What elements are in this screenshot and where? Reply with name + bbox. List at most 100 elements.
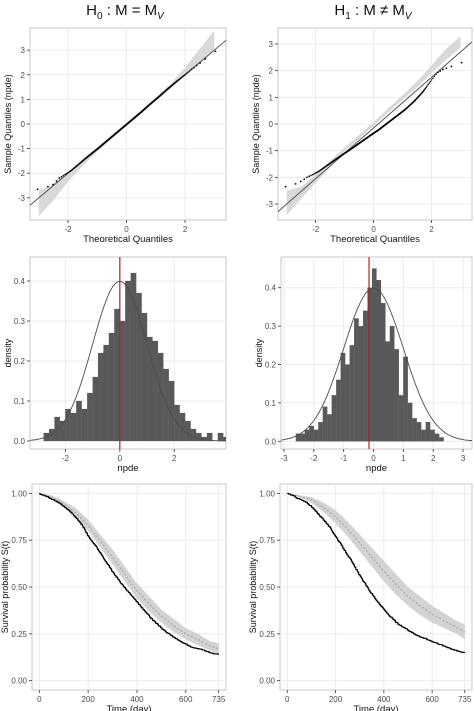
qq-point [55,180,58,182]
qq-point [433,75,436,78]
histogram-bar [108,332,115,442]
y-tick-label: 0.75 [259,536,275,545]
y-tick-label: -2 [266,173,274,182]
histogram-bar [421,429,426,442]
histogram-bar [354,318,359,442]
y-tick-label: 0.2 [265,361,277,370]
x-tick-label: 2 [172,454,177,463]
x-tick-label: -2 [62,454,70,463]
histogram-bar [439,437,444,442]
qq-point [67,171,69,174]
qq-point [58,177,61,180]
panels: -2 0 2 -3 -2 -1 0 1 2 3 Theoretical Quantiles Sampl… [0,27,473,711]
qq-point [460,61,463,64]
histogram-bar [152,340,159,442]
prediction-band [39,493,219,655]
qq-point [214,50,217,53]
x-tick-label: 2 [183,225,188,234]
histogram-bar [371,268,377,442]
y-axis-label: Survival probability S(t) [248,541,258,634]
histogram-bar [367,287,373,442]
axes: -2 0 2 -3 -2 -1 0 1 2 3 Theoretical Quantiles Sampl… [3,46,188,245]
y-tick-label: 2 [269,67,274,76]
x-tick-label: 200 [81,695,95,704]
y-tick-label: -3 [18,194,26,203]
histogram-bar [195,432,202,442]
qq-point [306,176,308,179]
qq-point [195,64,198,67]
qq-point [65,172,68,175]
col-title-h0: H0 : M = MV [86,2,165,22]
qq-point [181,75,184,78]
qq-point [439,70,442,72]
reference-line [278,41,472,212]
axes: 0 200 400 600 735 0.00 0.25 0.50 0.75 1.00 Time (d… [0,489,226,711]
histogram-bar [340,352,346,442]
histogram-bar [385,341,391,442]
qq-point [423,88,426,91]
y-tick-label: 0.4 [265,284,277,293]
histogram-bar [425,422,431,442]
histogram-bars [295,268,444,442]
qq-point [204,58,207,60]
histogram-bar [412,418,417,442]
confidence-band [38,30,215,217]
qq-point [284,185,287,188]
x-axis-label: npde [117,463,138,474]
qq-point [425,86,427,89]
axes: -2 0 2 -3 -2 -1 0 1 2 3 Theoretical Quantiles Sampl… [251,40,434,245]
histogram-bar [434,433,440,442]
qq-point [435,73,437,76]
x-tick-label: 0 [37,695,42,704]
histogram-bar [54,416,61,442]
histogram-bar [206,432,213,442]
qq-point [429,80,432,83]
histogram-bar [92,376,99,442]
x-tick-label: 2 [431,454,436,463]
histogram-bar [389,326,395,442]
panel-hist-h0: -2 0 2 0.0 0.1 0.2 0.3 0.4 npde density [3,256,227,474]
histogram-bar [300,433,305,442]
histogram-bar [119,320,126,442]
y-axis-label: Sample Quantiles (npde) [251,74,261,174]
x-tick-label: 400 [377,695,391,704]
y-tick-label: 0.0 [265,437,277,446]
qq-point [184,73,186,76]
qq-point [190,68,193,71]
y-tick-label: 0.3 [14,317,26,326]
y-tick-label: 0.4 [14,277,26,286]
histogram-bar [309,425,314,442]
qq-point [311,173,314,176]
qq-point [303,178,306,181]
qq-point [199,62,202,64]
x-tick-label: 0 [118,454,123,463]
y-tick-label: 0.50 [11,583,27,592]
histogram-bar [223,436,226,442]
qq-points [36,50,217,191]
histogram-bar [97,352,104,442]
qq-point [68,171,71,173]
y-tick-label: 0.3 [265,322,277,331]
x-tick-label: -1 [340,454,348,463]
x-tick-label: 0 [285,695,290,704]
histogram-bar [179,412,186,442]
y-tick-label: 0 [21,120,26,129]
x-tick-label: 735 [212,695,226,704]
y-tick-label: 0.25 [11,630,27,639]
x-tick-label: 0 [371,225,376,234]
qq-point [46,185,49,188]
histogram-bar [376,279,382,442]
histogram-bar [217,432,224,442]
x-axis-label: npde [366,463,387,474]
x-tick-label: -3 [280,454,288,463]
histogram-bar [130,272,137,442]
kaplan-meier-curve [39,492,219,655]
y-axis-label: Sample Quantiles (npde) [3,74,13,174]
x-tick-label: -2 [310,454,318,463]
x-tick-label: 735 [458,695,472,704]
histogram-bar [362,310,368,442]
histogram-bar [103,344,110,442]
y-tick-label: 1.00 [11,489,27,498]
y-tick-label: 3 [269,40,274,49]
histogram-bar [318,422,323,442]
